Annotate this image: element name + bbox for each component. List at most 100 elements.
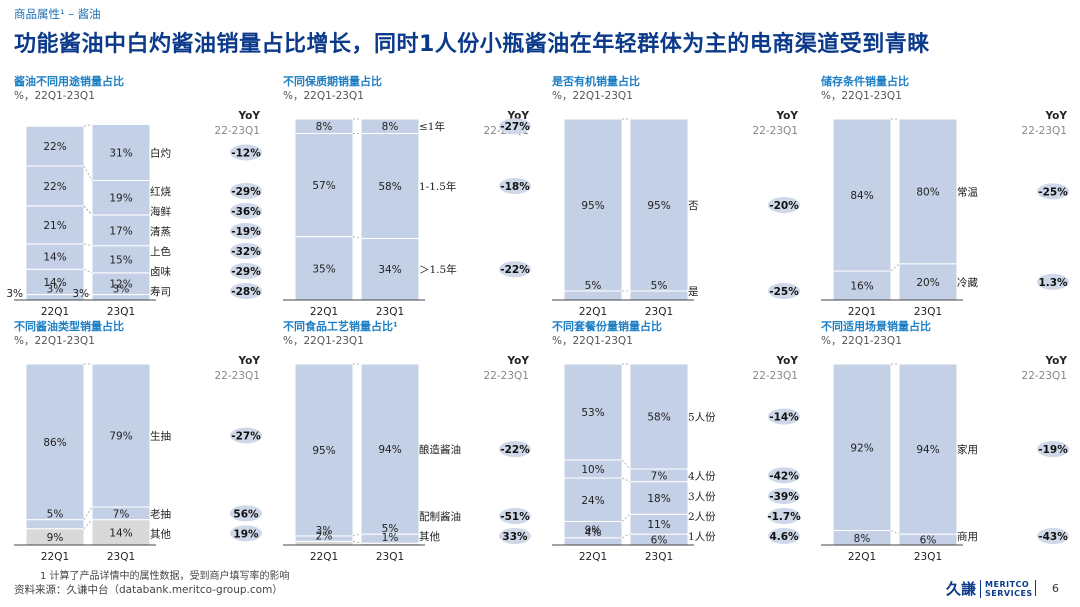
data-label-23Q1-配制酱油: 5%	[382, 523, 399, 535]
yoy-value-卤味: -29%	[231, 266, 261, 278]
data-label-23Q1-卤味: 12%	[109, 279, 132, 291]
legend-label-白灼: 白灼	[150, 146, 171, 159]
bar-segment-22Q1-家用	[832, 363, 892, 532]
data-label-23Q1-1-1.5年: 58%	[378, 181, 401, 193]
yoy-pill	[230, 427, 262, 444]
chart-panel-storage: 储存条件销量占比 %，22Q1-23Q1 YoY 22-23Q1 16% 84% 20%…	[821, 73, 1079, 321]
bar-segment-22Q1-白灼	[25, 125, 85, 167]
category-label: 23Q1	[645, 306, 673, 318]
legend-label-1人份: 1人份	[688, 531, 716, 543]
yoy-value-1-1.5年: -18%	[500, 181, 530, 193]
connector-line	[890, 263, 900, 272]
yoy-value-冷藏: 1.3%	[1038, 277, 1068, 289]
page-number: 6	[1052, 582, 1059, 595]
yoy-header: YoY	[776, 110, 799, 122]
chart-panel-type: 不同酱油类型销量占比 %，22Q1-23Q1 YoY 22-23Q1 9% 5% 86%…	[14, 318, 272, 566]
data-label-23Q1-常温: 80%	[916, 186, 939, 198]
yoy-pill	[768, 528, 800, 544]
data-label-22Q1-生抽: 86%	[43, 437, 66, 449]
bar-segment-22Q1-1人份	[563, 537, 623, 546]
data-label-23Q1-1人份: 6%	[651, 535, 668, 547]
data-label-22Q1-老抽: 5%	[47, 509, 64, 521]
bar-segment-23Q1-家用	[898, 363, 958, 535]
yoy-value-商用: -43%	[1038, 531, 1068, 543]
panel-title: 不同适用场景销量占比	[821, 320, 931, 333]
yoy-pill	[1037, 528, 1069, 544]
yoy-value-＞1.5年: -22%	[500, 264, 530, 276]
data-label-22Q1-寿司: 3%	[47, 284, 64, 296]
yoy-pill	[230, 243, 262, 259]
yoy-value-5人份: -14%	[769, 411, 799, 423]
legend-label-酿造酱油: 酿造酱油	[419, 443, 461, 456]
yoy-header: YoY	[1045, 355, 1068, 367]
yoy-range: 22-23Q1	[1022, 125, 1067, 137]
data-label-22Q1-酿造酱油: 95%	[312, 445, 335, 457]
yoy-pill	[230, 203, 262, 219]
bar-segment-22Q1-生抽	[25, 363, 85, 521]
legend-label-配制酱油: 配制酱油	[419, 510, 461, 523]
data-label-22Q1-2人份: 9%	[585, 525, 602, 537]
yoy-value-家用: -19%	[1038, 444, 1068, 456]
chart-panel-scene: 不同适用场景销量占比 %，22Q1-23Q1 YoY 22-23Q1 8% 92% 6%…	[821, 318, 1079, 566]
bar-segment-22Q1-≤1年	[294, 118, 354, 134]
logo-english: MERITCO SERVICES	[985, 580, 1033, 598]
data-label-22Q1-1人份: 4%	[585, 527, 602, 539]
category-label: 22Q1	[579, 306, 607, 318]
data-label-23Q1-是: 5%	[651, 280, 668, 292]
legend-label-红烧: 红烧	[150, 185, 171, 198]
chart-panel-process: 不同食品工艺销量占比¹ %，22Q1-23Q1 YoY 22-23Q1 2% 3% 95…	[283, 318, 541, 566]
yoy-pill	[499, 528, 531, 544]
connector-line	[83, 124, 93, 127]
connector-line	[83, 243, 93, 247]
legend-label-4人份: 4人份	[688, 470, 716, 482]
yoy-pill	[768, 196, 800, 213]
yoy-header: YoY	[776, 355, 799, 367]
connector-line	[352, 533, 362, 537]
chart-svg: YoY 22-23Q1 9% 5% 86% 14% 7% 79% 22Q1 23Q1 生抽 -27% 老…	[14, 355, 262, 563]
yoy-value-常温: -25%	[1038, 186, 1068, 198]
data-label-22Q1-家用: 92%	[850, 442, 873, 454]
panel-subtitle: %，22Q1-23Q1	[552, 90, 633, 102]
yoy-value-3人份: -39%	[769, 491, 799, 503]
category-label: 23Q1	[645, 551, 673, 563]
legend-label-寿司: 寿司	[150, 285, 171, 298]
yoy-pill	[768, 408, 800, 425]
panel-subtitle: %，22Q1-23Q1	[283, 335, 364, 347]
chart-panel-organic: 是否有机销量占比 %，22Q1-23Q1 YoY 22-23Q1 5% 95% 5% 95…	[552, 73, 810, 321]
legend-label-卤味: 卤味	[150, 265, 171, 278]
panel-subtitle: %，22Q1-23Q1	[14, 335, 95, 347]
legend-label-＞1.5年: ＞1.5年	[419, 263, 457, 276]
bar-segment-23Q1-常温	[898, 118, 958, 265]
connector-line	[83, 205, 93, 216]
yoy-value-白灼: -12%	[231, 147, 261, 159]
yoy-header: YoY	[1045, 110, 1068, 122]
yoy-range: 22-23Q1	[1022, 370, 1067, 382]
legend-label-老抽: 老抽	[150, 507, 171, 520]
bar-segment-22Q1-上色	[25, 243, 85, 270]
yoy-pill	[499, 508, 531, 524]
breadcrumb: 商品属性¹ – 酱油	[14, 7, 101, 21]
yoy-header: YoY	[238, 355, 261, 367]
panel-subtitle: %，22Q1-23Q1	[821, 335, 902, 347]
page-separator	[1035, 580, 1036, 596]
yoy-pill	[768, 488, 800, 504]
source-note: 资料来源：久谦中台（databank.meritco-group.com）	[14, 584, 283, 596]
data-label-23Q1-寿司: 3%	[113, 284, 130, 296]
yoy-value-≤1年: -27%	[500, 121, 530, 133]
extra-label: 3%	[72, 288, 89, 300]
connector-line	[352, 236, 362, 239]
connector-line	[890, 530, 900, 535]
bar-segment-23Q1-清蒸	[91, 214, 151, 247]
chart-panel-usage: 酱油不同用途销量占比 %，22Q1-23Q1 YoY 22-23Q1 3% 14% 14…	[6, 73, 272, 321]
yoy-pill	[499, 118, 531, 135]
legend-label-≤1年: ≤1年	[419, 120, 445, 133]
yoy-pill	[230, 183, 262, 199]
legend-label-其他: 其他	[150, 527, 171, 540]
legend-label-商用: 商用	[957, 530, 978, 543]
bar-segment-22Q1-是	[563, 290, 623, 301]
category-label: 23Q1	[914, 551, 942, 563]
yoy-pill	[768, 283, 800, 299]
yoy-range: 22-23Q1	[215, 125, 260, 137]
data-label-22Q1-5人份: 53%	[581, 407, 604, 419]
yoy-value-酿造酱油: -22%	[500, 444, 530, 456]
